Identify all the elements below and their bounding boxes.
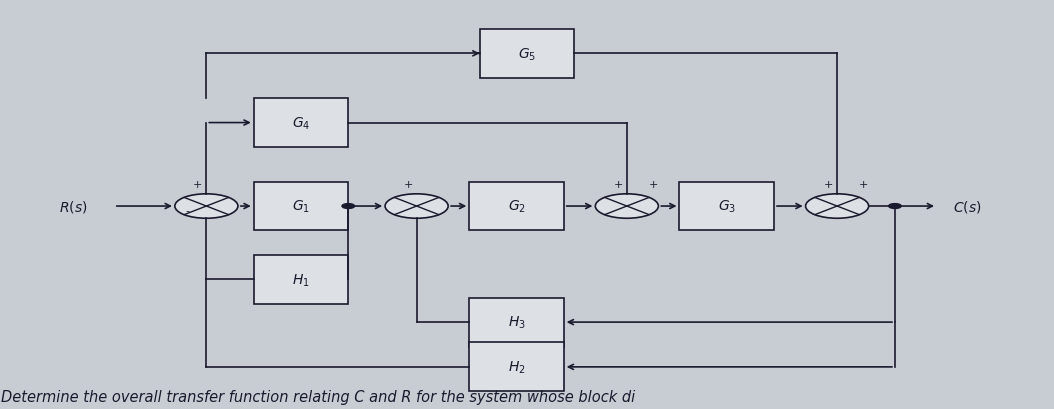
Circle shape [341, 204, 354, 209]
Text: $G_3$: $G_3$ [718, 198, 736, 215]
Text: -: - [186, 206, 190, 216]
Text: +: + [193, 179, 202, 189]
FancyBboxPatch shape [254, 182, 348, 231]
Text: +: + [648, 179, 658, 189]
Text: $G_2$: $G_2$ [508, 198, 526, 215]
Text: $C(s)$: $C(s)$ [953, 198, 981, 214]
Text: +: + [859, 179, 868, 189]
FancyBboxPatch shape [254, 99, 348, 148]
Circle shape [596, 194, 659, 219]
Circle shape [175, 194, 238, 219]
FancyBboxPatch shape [469, 182, 564, 231]
FancyBboxPatch shape [480, 30, 574, 79]
Text: +: + [404, 179, 413, 189]
Circle shape [385, 194, 448, 219]
Text: $H_1$: $H_1$ [292, 272, 310, 288]
Text: $G_4$: $G_4$ [292, 115, 310, 131]
FancyBboxPatch shape [469, 343, 564, 391]
FancyBboxPatch shape [469, 298, 564, 347]
Circle shape [889, 204, 901, 209]
Text: $G_5$: $G_5$ [518, 46, 536, 63]
Text: $G_1$: $G_1$ [292, 198, 310, 215]
Text: $H_2$: $H_2$ [508, 359, 525, 375]
Text: Determine the overall transfer function relating C and R for the system whose bl: Determine the overall transfer function … [1, 389, 636, 404]
Circle shape [805, 194, 868, 219]
Text: +: + [824, 179, 834, 189]
FancyBboxPatch shape [680, 182, 774, 231]
FancyBboxPatch shape [254, 255, 348, 304]
Text: $H_3$: $H_3$ [508, 314, 525, 330]
Text: +: + [613, 179, 623, 189]
Text: $R(s)$: $R(s)$ [59, 198, 87, 214]
